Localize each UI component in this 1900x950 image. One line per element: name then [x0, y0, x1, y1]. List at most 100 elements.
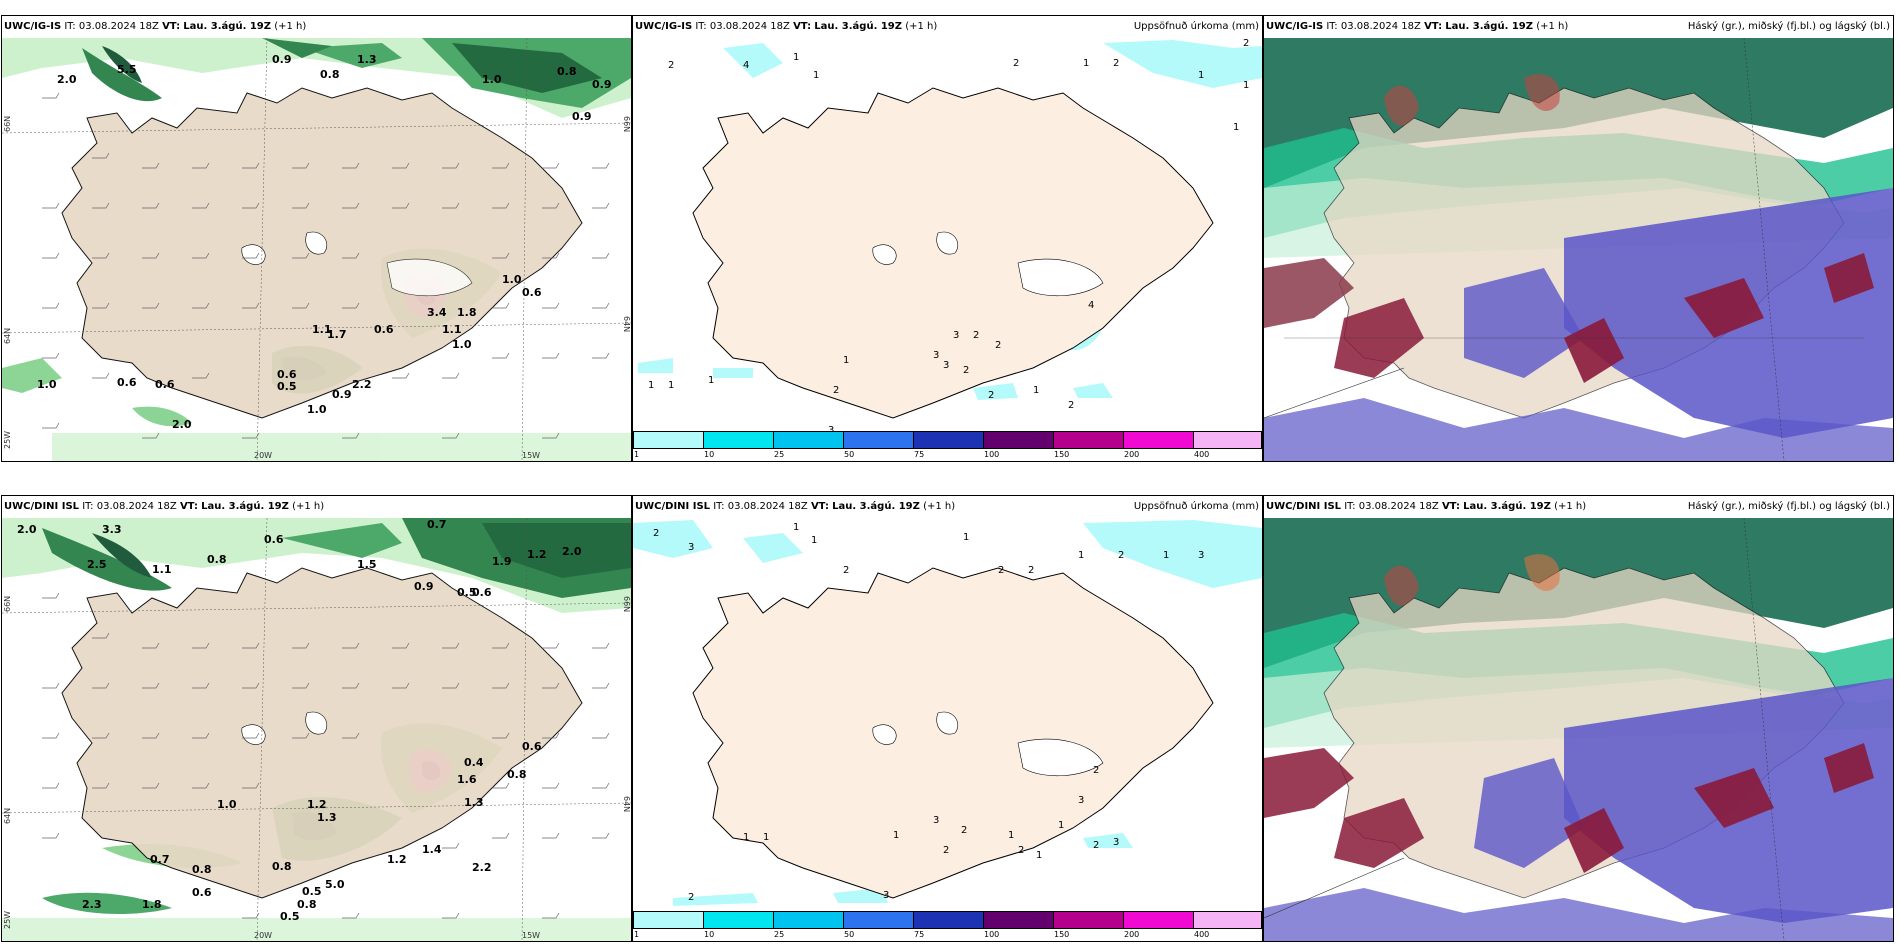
- rate-label: 1.9: [492, 555, 512, 568]
- panel-header: UWC/DINI ISL IT: 03.08.2024 18Z VT: Lau.…: [633, 496, 1262, 518]
- rate-label: 2.2: [352, 378, 372, 391]
- it-value: 03.08.2024 18Z: [1358, 501, 1439, 512]
- rate-label: 2.0: [17, 523, 37, 536]
- precip-label: 1: [708, 375, 714, 386]
- lead-time: (+1 h): [905, 21, 938, 32]
- precip-label: 1: [1078, 550, 1084, 561]
- precip-label: 1: [843, 355, 849, 366]
- colorbar-tick: 200: [1124, 930, 1140, 939]
- rate-panel-bottom: UWC/DINI ISL IT: 03.08.2024 18Z VT: Lau.…: [1, 495, 632, 942]
- lead-time: (+1 h): [1536, 21, 1569, 32]
- rate-label: 0.6: [472, 586, 492, 599]
- precip-label: 1: [1036, 850, 1042, 861]
- colorbar-tick: 1: [634, 930, 640, 939]
- colorbar-swatch: [773, 431, 843, 449]
- lead-time: (+1 h): [292, 501, 325, 512]
- precip-label: 2: [668, 60, 674, 71]
- rate-label: 3.3: [102, 523, 122, 536]
- model-name: UWC/DINI ISL: [4, 501, 80, 512]
- precip-label: 3: [933, 350, 939, 361]
- model-name: UWC/IG-IS: [635, 21, 693, 32]
- colorbar: 1 10 25 50 75 100 150 200 400: [633, 431, 1262, 461]
- colorbar-tick: 25: [774, 450, 785, 459]
- precip-label: 2: [995, 340, 1001, 351]
- cloud-map: [1264, 518, 1893, 941]
- colorbar-swatch: [1053, 911, 1123, 929]
- colorbar-tick: 75: [914, 450, 925, 459]
- rate-label: 1.2: [527, 548, 547, 561]
- vt-value: Lau. 3.ágú. 19Z: [832, 501, 920, 512]
- colorbar-tick: 100: [984, 930, 1000, 939]
- precip-label: 2: [1068, 400, 1074, 411]
- precip-label: 1: [1243, 80, 1249, 91]
- precip-label: 1: [1163, 550, 1169, 561]
- precip-label: 3: [953, 330, 959, 341]
- precip-map: 2 3 1 1 2 1 2 2 1 2 1 3 3 2 1 1 3 2 1 2: [633, 518, 1262, 911]
- it-value: 03.08.2024 18Z: [96, 501, 177, 512]
- it-label: IT:: [82, 501, 94, 512]
- rate-label: 3.4: [427, 306, 447, 319]
- precip-label: 2: [653, 528, 659, 539]
- rate-label: 0.6: [522, 740, 542, 753]
- it-label: IT:: [64, 21, 76, 32]
- precip-label: 1: [813, 70, 819, 81]
- precip-label: 1: [1008, 830, 1014, 841]
- colorbar-swatch: [913, 431, 983, 449]
- colorbar-tick: 75: [914, 930, 925, 939]
- rate-label: 0.8: [507, 768, 527, 781]
- rate-label: 0.9: [332, 388, 352, 401]
- it-label: IT:: [695, 21, 707, 32]
- rate-label: 0.9: [572, 110, 592, 123]
- precip-label: 1: [793, 522, 799, 533]
- precip-label: 2: [833, 385, 839, 396]
- rate-label: 0.4: [464, 756, 484, 769]
- precip-label: 2: [1243, 38, 1249, 49]
- rate-label: 1.3: [317, 811, 337, 824]
- precip-label: 1: [763, 832, 769, 843]
- lat-label: 66N: [3, 596, 12, 612]
- rate-label: 2.2: [472, 861, 492, 874]
- panel-title: Uppsöfnuð úrkoma (mm): [1133, 501, 1259, 512]
- rate-label: 2.5: [87, 558, 107, 571]
- precip-label: 3: [828, 425, 834, 431]
- panel-title: Háský (gr.), miðský (fj.bl.) og lágský (…: [1687, 21, 1890, 32]
- rate-label: 1.1: [312, 323, 332, 336]
- rate-label: 1.0: [307, 403, 327, 416]
- precip-label: 1: [1198, 70, 1204, 81]
- rate-map: 66N 64N 25W 20W 15W 66N 64N 2.0 5.5 0.9 …: [2, 38, 631, 461]
- vt-value: Lau. 3.ágú. 19Z: [1445, 21, 1534, 32]
- lon-label: 20W: [254, 451, 272, 460]
- precip-label: 2: [1093, 765, 1099, 776]
- colorbar-swatch: [1123, 911, 1193, 929]
- vt-value: Lau. 3.ágú. 19Z: [1463, 501, 1551, 512]
- lat-label-right: 66N: [622, 116, 631, 132]
- rate-label: 0.8: [297, 898, 317, 911]
- colorbar-swatch: [703, 911, 773, 929]
- rate-label: 0.8: [207, 553, 227, 566]
- precip-label: 1: [648, 380, 654, 391]
- lat-label: 64N: [3, 328, 12, 344]
- lat-label-right: 66N: [622, 596, 631, 612]
- panel-header: UWC/DINI ISL IT: 03.08.2024 18Z VT: Lau.…: [1264, 496, 1893, 518]
- precip-label: 3: [688, 542, 694, 553]
- vt-value: Lau. 3.ágú. 19Z: [814, 21, 903, 32]
- colorbar-tick: 200: [1124, 450, 1140, 459]
- precip-label: 1: [811, 535, 817, 546]
- precip-panel-bottom: UWC/DINI ISL IT: 03.08.2024 18Z VT: Lau.…: [632, 495, 1263, 942]
- model-name: UWC/IG-IS: [1266, 21, 1324, 32]
- lat-label: 64N: [3, 808, 12, 824]
- lon-label: 15W: [522, 451, 540, 460]
- rate-label: 0.5: [277, 380, 297, 393]
- panel-title: Háský (gr.), miðský (fj.bl.) og lágský (…: [1687, 501, 1890, 512]
- precip-label: 1: [1233, 122, 1239, 133]
- rate-label: 2.0: [57, 73, 77, 86]
- rate-label: 1.8: [142, 898, 162, 911]
- it-label: IT:: [1344, 501, 1356, 512]
- precip-label: 2: [988, 390, 994, 401]
- colorbar-tick: 150: [1054, 450, 1070, 459]
- colorbar-tick: 100: [984, 450, 1000, 459]
- lead-time: (+1 h): [274, 21, 307, 32]
- precip-label: 2: [843, 565, 849, 576]
- precip-label: 1: [893, 830, 899, 841]
- rate-label: 1.0: [452, 338, 472, 351]
